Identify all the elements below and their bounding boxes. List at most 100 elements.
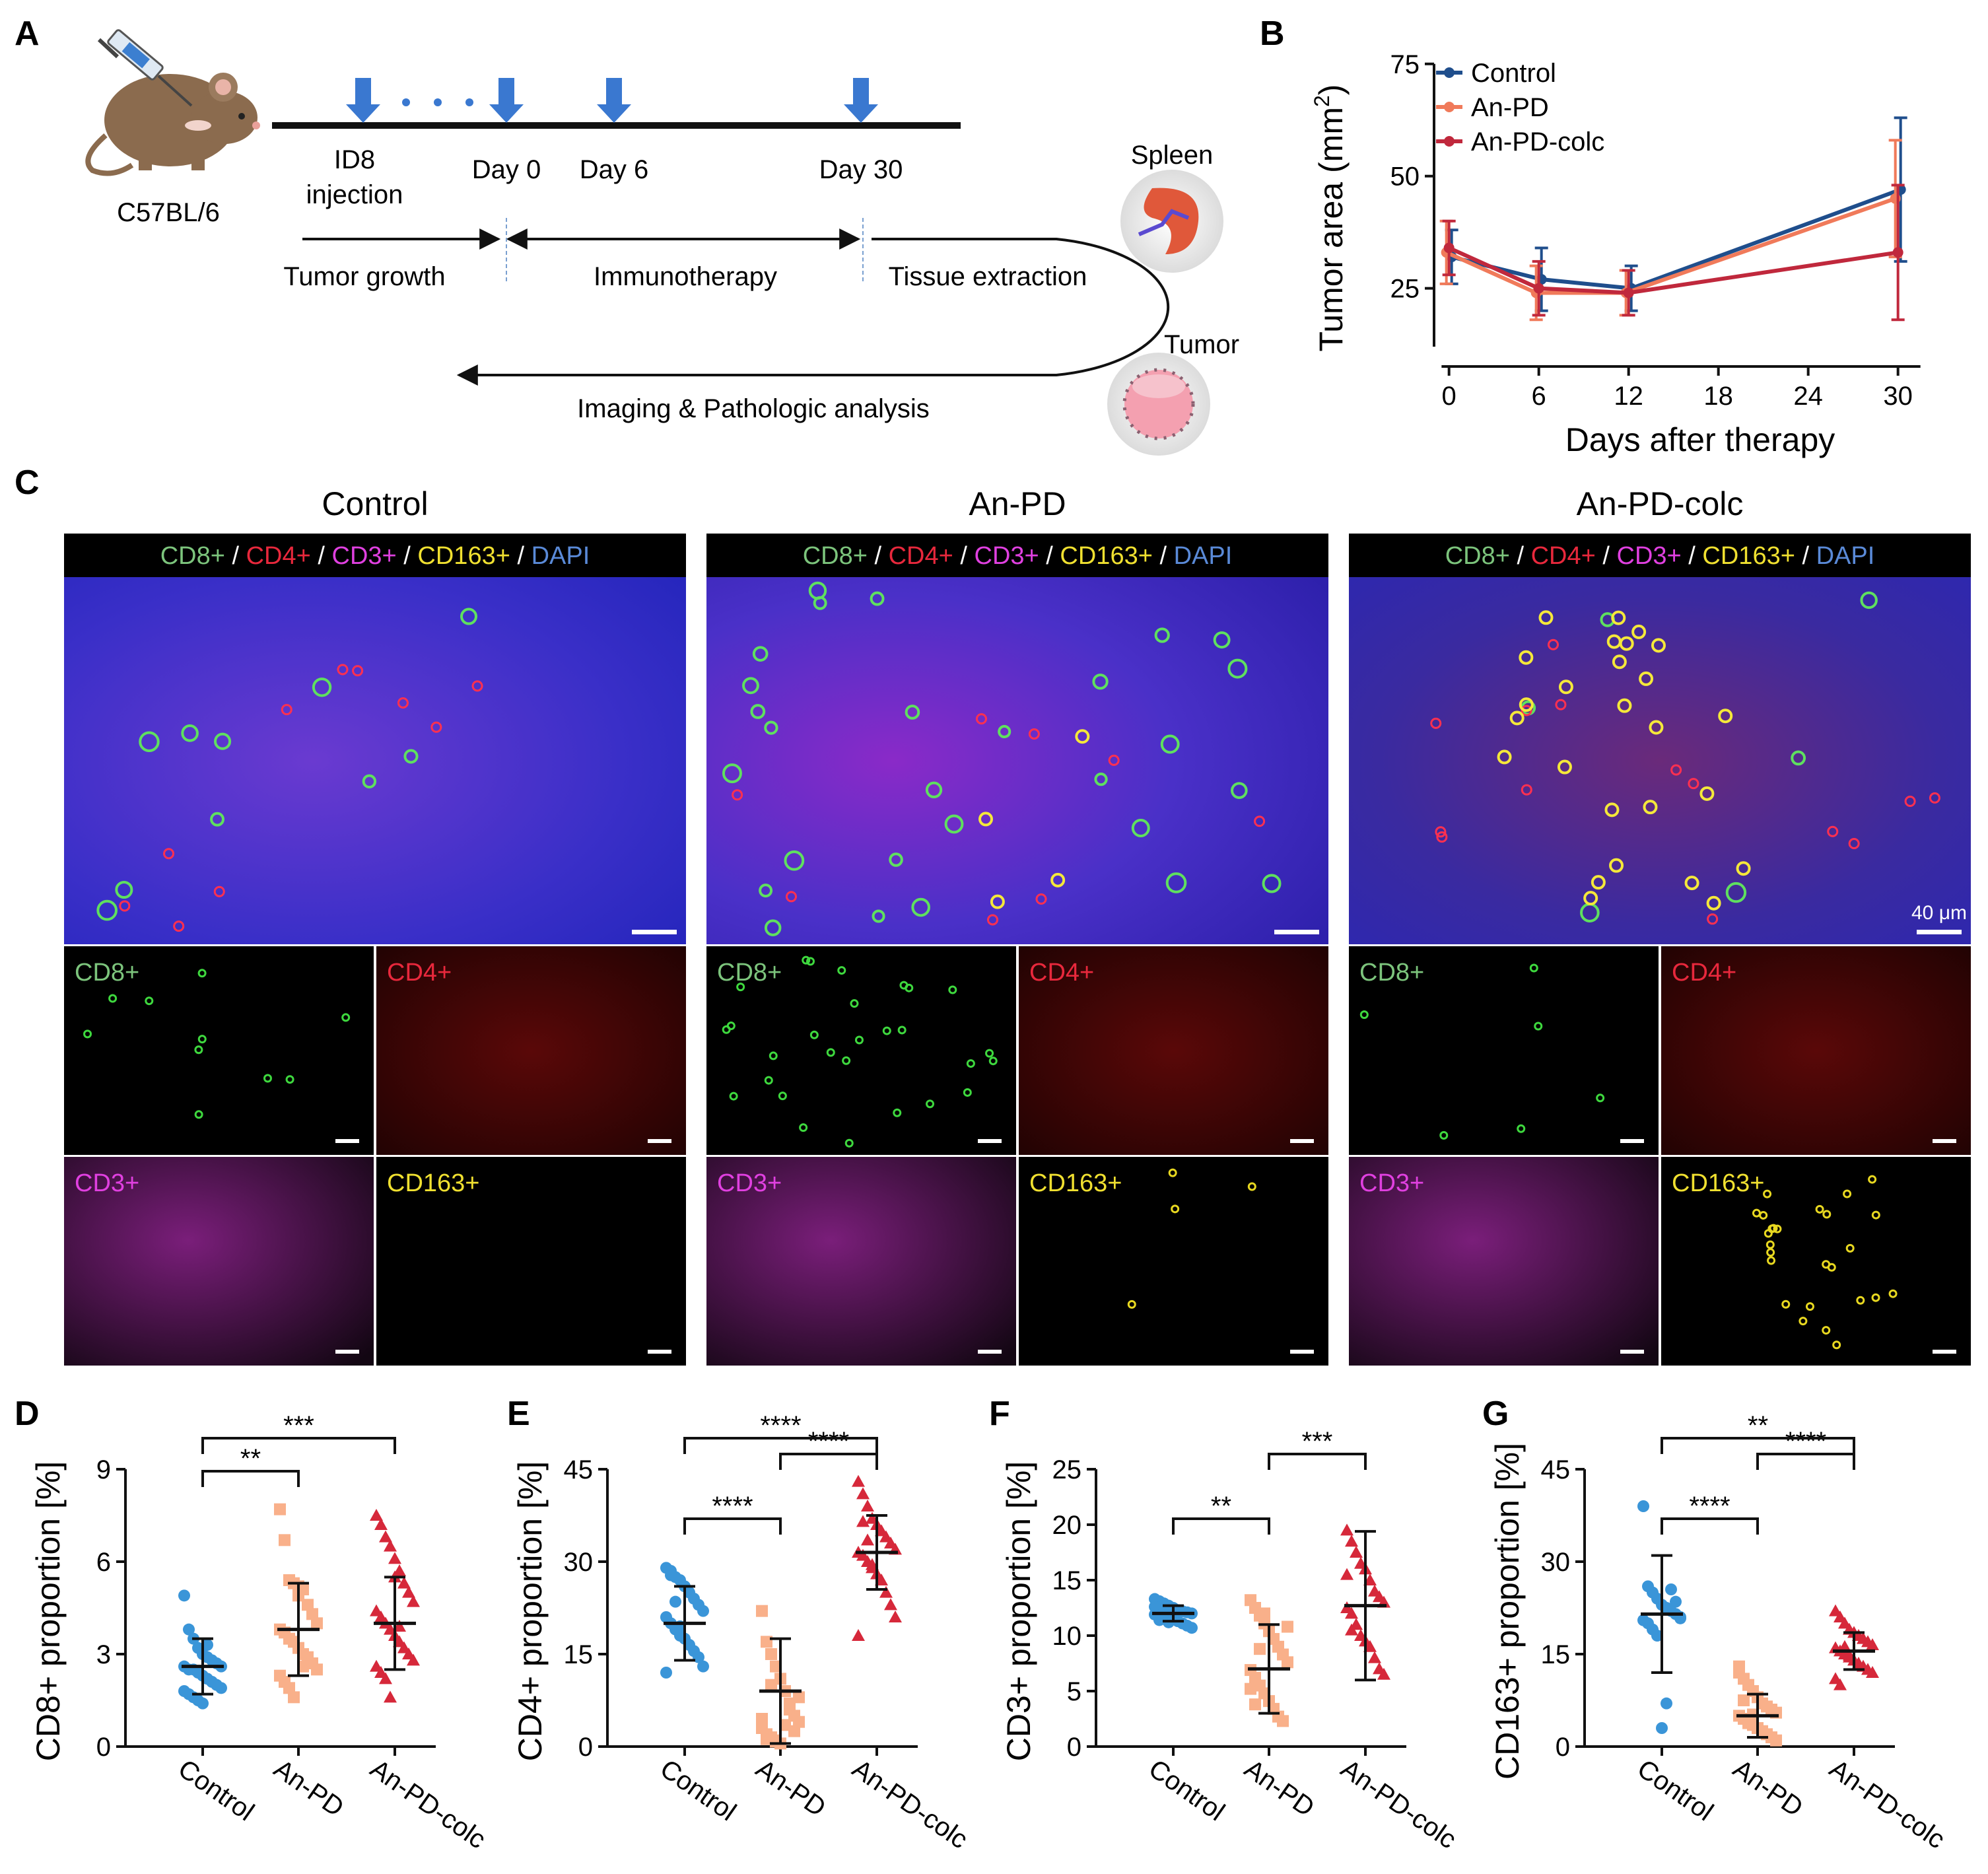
x-tick-label: Control xyxy=(173,1754,259,1826)
mouse-illustration xyxy=(85,29,260,176)
data-point xyxy=(1249,1698,1261,1711)
cd8-cell xyxy=(805,957,815,966)
cd4-cell xyxy=(975,713,987,725)
data-point xyxy=(1350,1546,1363,1558)
cd8-cell xyxy=(966,1059,975,1068)
series-line-An-PD xyxy=(1445,196,1896,295)
panel-letter-g: G xyxy=(1482,1395,1509,1433)
cd8-cell xyxy=(197,969,207,978)
cd163-cell xyxy=(1868,1175,1877,1184)
x-tick-label: An-PD xyxy=(1728,1754,1808,1822)
merged-cells xyxy=(1430,591,1940,925)
channel-image xyxy=(64,946,374,1155)
data-point xyxy=(1665,1583,1677,1595)
data-point xyxy=(1345,1623,1358,1636)
scale-bar xyxy=(1274,930,1319,934)
cd8-cell xyxy=(1534,1022,1543,1031)
scale-bar xyxy=(978,1350,1002,1354)
cd8-cell xyxy=(1160,734,1180,754)
cd8-cell xyxy=(96,899,118,921)
cd8-cell xyxy=(1791,750,1806,766)
cd4-cell xyxy=(1848,837,1860,849)
cd163-cell xyxy=(1759,1210,1768,1220)
cd163-cell xyxy=(1773,1224,1782,1233)
cd8-cell xyxy=(1517,1124,1526,1133)
significance-label: ** xyxy=(1748,1411,1768,1440)
cd163-cell xyxy=(1871,1210,1880,1220)
cd8-cell xyxy=(145,996,154,1006)
cd8-cell xyxy=(784,850,805,871)
cd8-cell xyxy=(194,1045,203,1055)
y-tick-label: 45 xyxy=(1541,1455,1571,1484)
channel-image xyxy=(376,1157,686,1366)
cd4-cell xyxy=(986,914,998,926)
data-point xyxy=(788,1725,800,1737)
cd163-cell xyxy=(1799,1317,1808,1326)
significance-label: **** xyxy=(808,1427,849,1456)
data-point xyxy=(1738,1694,1750,1706)
cd8-cell xyxy=(808,581,827,600)
scale-bar xyxy=(1290,1139,1314,1143)
legend-marker xyxy=(1444,102,1455,112)
legend-cd4: CD4+ xyxy=(1531,542,1596,570)
x-tick-label: An-PD-colc xyxy=(1336,1754,1462,1854)
legend-cd4: CD4+ xyxy=(246,542,311,570)
y-tick-label: 30 xyxy=(1541,1548,1571,1577)
cd163-cell xyxy=(1538,610,1554,625)
data-point xyxy=(856,1515,870,1527)
cd8-cell xyxy=(882,1026,891,1035)
x-tick-label: An-PD xyxy=(751,1754,831,1822)
cd163-cell xyxy=(1684,876,1699,891)
cd4-cell xyxy=(1028,728,1040,740)
cd163-cell xyxy=(1168,1168,1177,1177)
cd8-cell xyxy=(850,999,859,1008)
cd8-cell xyxy=(460,607,478,625)
legend-sep: / xyxy=(953,542,975,570)
legend-sep: / xyxy=(1682,542,1703,570)
data-point xyxy=(1834,1678,1847,1690)
legend-sep: / xyxy=(311,542,332,570)
x-tick-label: 18 xyxy=(1703,382,1733,411)
cd8-cell xyxy=(722,763,742,784)
legend-sep: / xyxy=(1153,542,1174,570)
channel-image xyxy=(1349,946,1659,1155)
cd8-cell xyxy=(181,724,199,742)
cd8-cell xyxy=(944,814,964,834)
cd8-cell xyxy=(764,919,782,936)
data-point xyxy=(1651,1630,1663,1642)
cd4-cell xyxy=(471,680,483,692)
data-point xyxy=(1149,1601,1161,1613)
cd8-cell xyxy=(1213,631,1231,649)
legend-marker xyxy=(1444,67,1455,78)
channel-image xyxy=(706,946,1016,1155)
legend-sep: / xyxy=(397,542,418,570)
y-tick-label: 25 xyxy=(1052,1455,1082,1484)
cd8-cell xyxy=(911,897,930,917)
cd4-cell xyxy=(1670,764,1682,776)
y-tick-label: 75 xyxy=(1390,50,1420,79)
significance-label: **** xyxy=(712,1492,753,1521)
data-point xyxy=(384,1539,397,1552)
panel-letter-b: B xyxy=(1260,15,1285,53)
cd163-cell xyxy=(1604,802,1620,817)
data-point xyxy=(283,1682,295,1694)
cd8-cell xyxy=(925,781,943,798)
data-point xyxy=(1838,1640,1851,1652)
data-point xyxy=(852,1629,865,1641)
data-point xyxy=(761,1636,772,1648)
data-point xyxy=(1282,1620,1293,1633)
data-point xyxy=(779,1719,791,1731)
significance-bracket xyxy=(683,1517,782,1535)
data-point xyxy=(793,1691,805,1704)
cd8-cell xyxy=(1231,782,1248,799)
channel-label: CD163+ xyxy=(1672,1169,1764,1197)
legend-cd8: CD8+ xyxy=(803,542,868,570)
cd8-cell xyxy=(985,1049,994,1058)
cd8-cell xyxy=(197,1035,207,1044)
y-axis-title: CD163+ proportion [%] xyxy=(1489,1443,1526,1780)
y-tick-label: 0 xyxy=(578,1733,593,1762)
legend-dapi: DAPI xyxy=(531,542,590,570)
data-point xyxy=(852,1475,865,1487)
